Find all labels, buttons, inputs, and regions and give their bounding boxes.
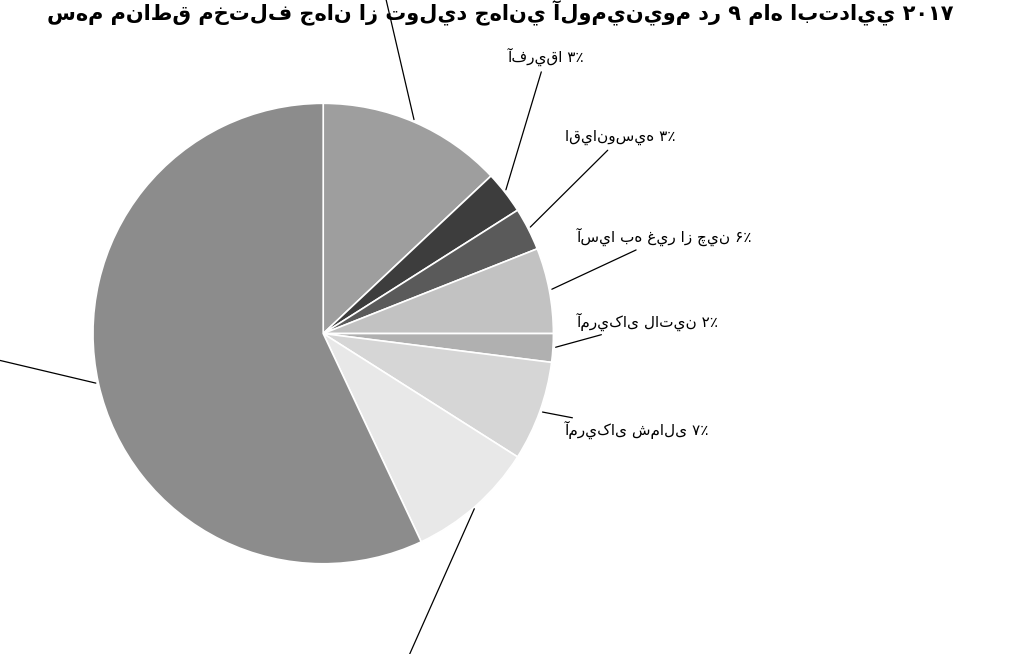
Text: آمريکای لاتين ۲٪: آمريکای لاتين ۲٪ <box>556 313 718 347</box>
Text: اقيانوسيه ۳٪: اقيانوسيه ۳٪ <box>530 130 676 227</box>
Text: آفريقا ۳٪: آفريقا ۳٪ <box>506 48 584 190</box>
Wedge shape <box>323 103 491 334</box>
Wedge shape <box>323 334 553 362</box>
Text: سهم مناطق مختلف جهان از توليد جهاني آلومينيوم در ۹ ماه ابتدايي ۲۰۱۷: سهم مناطق مختلف جهان از توليد جهاني آلوم… <box>46 1 953 26</box>
Text: اروپا ۱۳٪: اروپا ۱۳٪ <box>347 0 414 120</box>
Text: خاورميانه ۹٪: خاورميانه ۹٪ <box>357 509 475 654</box>
Text: آسيا به غير از چين ۶٪: آسيا به غير از چين ۶٪ <box>551 228 751 289</box>
Wedge shape <box>93 103 421 564</box>
Wedge shape <box>323 176 517 334</box>
Text: چين ۵۷٪: چين ۵۷٪ <box>0 337 96 383</box>
Text: آمريکای شمالی ۷٪: آمريکای شمالی ۷٪ <box>542 412 709 439</box>
Wedge shape <box>323 334 517 542</box>
Wedge shape <box>323 210 537 334</box>
Wedge shape <box>323 334 551 457</box>
Wedge shape <box>323 249 553 334</box>
